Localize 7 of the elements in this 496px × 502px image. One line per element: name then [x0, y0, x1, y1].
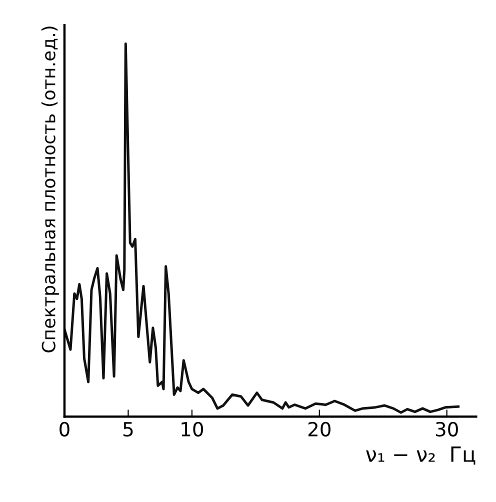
x-tick-label: 10 — [182, 422, 204, 437]
x-tick-label: 0 — [60, 422, 70, 437]
x-tick-label: 20 — [308, 422, 330, 437]
y-axis-title: Спектральная плотность (отн.ед.) — [41, 26, 59, 352]
x-tick-label: 5 — [124, 422, 133, 437]
x-axis-title: ν₁ − ν₂ Гц — [366, 446, 476, 465]
x-tick-label: 30 — [436, 422, 458, 437]
